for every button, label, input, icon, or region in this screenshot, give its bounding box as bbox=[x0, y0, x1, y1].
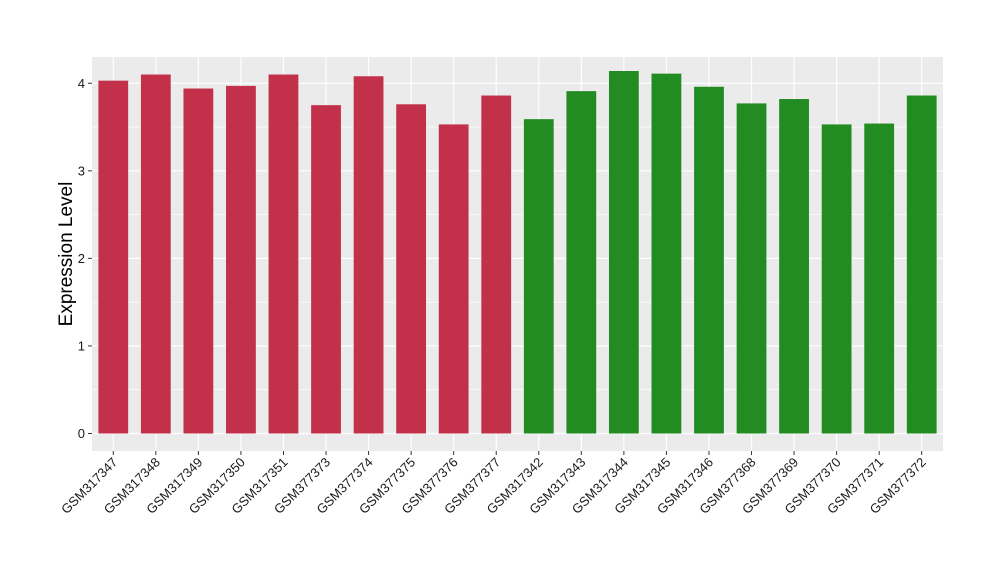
bar bbox=[226, 85, 256, 434]
y-tick-label: 3 bbox=[78, 163, 85, 178]
plot-panel bbox=[92, 57, 943, 451]
y-axis-label: Expression Level bbox=[56, 182, 77, 327]
y-axis: 0 1 2 3 4 bbox=[78, 76, 92, 441]
x-axis: GSM317347GSM317348GSM317349GSM317350GSM3… bbox=[58, 451, 929, 517]
bar bbox=[906, 95, 937, 434]
bar bbox=[438, 124, 469, 434]
bar bbox=[311, 105, 341, 434]
bar bbox=[651, 73, 682, 434]
bar bbox=[779, 99, 809, 434]
bar bbox=[523, 119, 554, 434]
bar bbox=[566, 91, 597, 434]
y-tick-label: 0 bbox=[78, 426, 85, 441]
y-tick-label: 4 bbox=[78, 76, 85, 91]
bar bbox=[98, 80, 129, 434]
bar bbox=[694, 86, 724, 434]
bar bbox=[268, 74, 299, 434]
y-tick-label: 2 bbox=[78, 251, 85, 266]
bar bbox=[353, 76, 384, 434]
bar bbox=[608, 71, 639, 434]
bar bbox=[821, 124, 852, 434]
bar bbox=[864, 123, 895, 434]
bar bbox=[736, 103, 767, 434]
y-tick-label: 1 bbox=[78, 338, 85, 353]
bar bbox=[396, 104, 427, 434]
bar bbox=[183, 88, 214, 434]
bar bbox=[481, 95, 512, 434]
bar bbox=[140, 74, 171, 434]
bars bbox=[98, 71, 937, 434]
